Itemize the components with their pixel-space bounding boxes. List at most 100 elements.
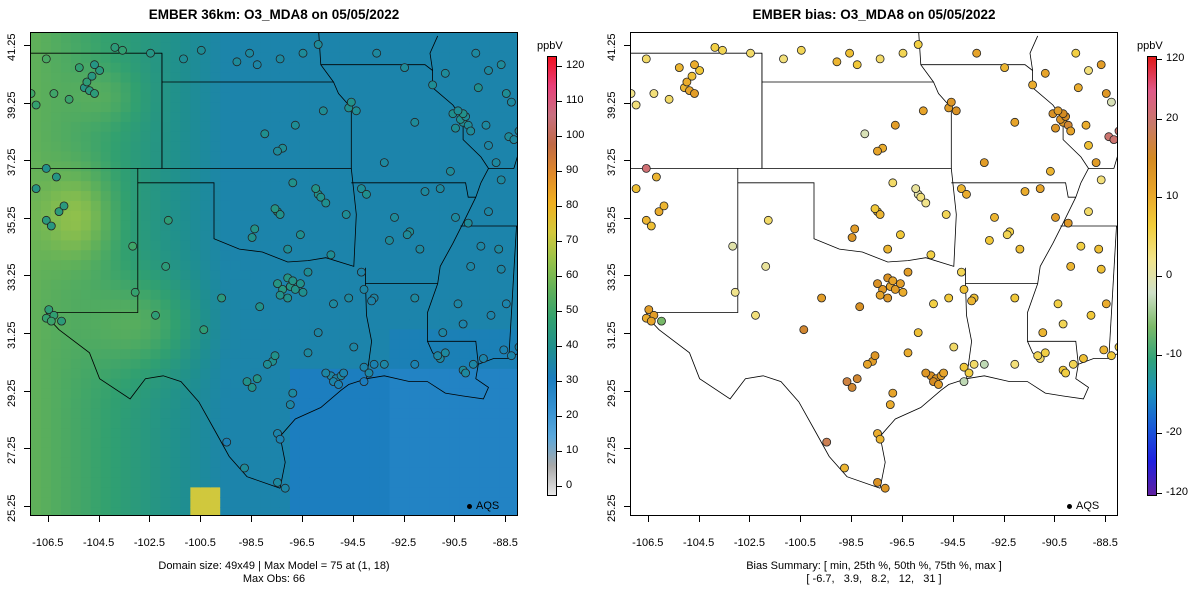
- model-grid-cell: [90, 289, 102, 301]
- model-grid-cell: [60, 82, 72, 93]
- model-grid-cell: [130, 230, 142, 242]
- model-grid-cell: [190, 349, 201, 360]
- model-grid-cell: [40, 289, 52, 301]
- model-grid-cell: [140, 408, 152, 419]
- model-grid-cell: [110, 270, 122, 281]
- aqs-station: [74, 63, 84, 72]
- model-grid-cell: [319, 378, 331, 390]
- model-grid-cell: [309, 33, 321, 44]
- model-grid-cell: [399, 240, 411, 251]
- model-grid-cell: [70, 457, 82, 469]
- model-grid-cell: [399, 457, 411, 469]
- model-grid-cell: [230, 240, 241, 251]
- model-grid-cell: [230, 270, 241, 281]
- model-grid-cell: [100, 270, 112, 281]
- aqs-station: [1078, 354, 1088, 363]
- aqs-station: [654, 207, 664, 217]
- model-grid-cell: [449, 368, 460, 380]
- model-grid-cell: [469, 437, 480, 449]
- model-grid-cell: [110, 299, 122, 311]
- model-grid-cell: [449, 151, 460, 163]
- model-grid-cell: [449, 72, 460, 83]
- model-grid-cell: [459, 270, 470, 281]
- colorbar-tick: [1157, 197, 1162, 199]
- model-grid-cell: [349, 418, 361, 429]
- model-grid-cell: [130, 220, 142, 232]
- model-grid-cell: [309, 477, 321, 488]
- model-grid-cell: [270, 210, 281, 222]
- model-grid-cell: [240, 507, 251, 515]
- model-grid-cell: [150, 250, 162, 261]
- longitude-tick: [1003, 516, 1005, 522]
- model-grid-cell: [349, 358, 361, 370]
- model-grid-cell: [339, 437, 351, 449]
- model-grid-cell: [80, 62, 92, 74]
- model-grid-cell: [260, 289, 271, 301]
- model-grid-cell: [319, 270, 331, 281]
- model-grid-cell: [170, 151, 181, 163]
- model-grid-cell: [190, 467, 201, 479]
- model-grid-cell: [80, 33, 92, 44]
- model-grid-cell: [289, 319, 301, 330]
- model-grid-cell: [230, 151, 241, 163]
- model-grid-cell: [270, 319, 281, 330]
- model-grid-cell: [509, 151, 517, 163]
- model-grid-cell: [90, 151, 102, 163]
- colorbar-tick-label: 60: [566, 269, 579, 281]
- model-grid-cell: [439, 270, 450, 281]
- model-grid-cell: [369, 151, 381, 163]
- model-grid-cell: [260, 92, 271, 103]
- model-grid-cell: [309, 388, 321, 400]
- model-grid-cell: [120, 151, 132, 163]
- aqs-station: [471, 48, 481, 58]
- model-grid-cell: [409, 378, 421, 390]
- model-grid-cell: [399, 378, 411, 390]
- model-grid-cell: [260, 220, 271, 232]
- model-grid-cell: [479, 260, 490, 271]
- model-grid-cell: [319, 319, 331, 330]
- model-grid-cell: [170, 260, 181, 271]
- aqs-station: [949, 342, 959, 352]
- longitude-tick-label: -102.5: [733, 537, 766, 549]
- model-grid-cell: [369, 42, 381, 54]
- model-grid-cell: [220, 270, 231, 281]
- model-grid-cell: [31, 319, 42, 330]
- model-grid-cell: [180, 141, 191, 153]
- aqs-station: [451, 123, 460, 133]
- model-grid-cell: [180, 447, 191, 459]
- model-grid-cell: [150, 358, 162, 370]
- model-grid-cell: [399, 250, 411, 261]
- model-grid-cell: [459, 329, 470, 340]
- model-grid-cell: [329, 191, 341, 202]
- model-grid-cell: [150, 368, 162, 380]
- model-grid-cell: [190, 477, 201, 488]
- model-grid-cell: [339, 309, 351, 321]
- colorbar-tick: [1157, 276, 1162, 277]
- model-grid-cell: [389, 141, 401, 153]
- model-grid-cell: [419, 447, 430, 459]
- aqs-station: [250, 224, 260, 234]
- model-grid-cell: [60, 398, 72, 409]
- model-grid-cell: [270, 368, 281, 380]
- model-grid-cell: [409, 447, 421, 459]
- model-grid-cell: [299, 260, 311, 271]
- model-grid-cell: [210, 62, 221, 74]
- model-grid-cell: [359, 270, 371, 281]
- model-grid-cell: [140, 141, 152, 153]
- aqs-station: [260, 129, 270, 139]
- model-grid-cell: [200, 112, 211, 123]
- colorbar-tick-label: -120: [1166, 486, 1189, 499]
- model-grid-cell: [309, 220, 321, 232]
- model-grid-cell: [289, 447, 301, 459]
- model-grid-cell: [449, 92, 460, 103]
- model-grid-cell: [319, 487, 331, 498]
- model-grid-cell: [399, 309, 411, 321]
- model-grid-cell: [429, 378, 440, 390]
- model-grid-cell: [220, 220, 231, 232]
- model-grid-cell: [449, 191, 460, 202]
- aqs-station: [372, 48, 382, 58]
- model-grid-cell: [210, 200, 221, 212]
- model-grid-cell: [220, 487, 231, 498]
- model-grid-cell: [260, 447, 271, 459]
- model-grid-cell: [379, 102, 391, 113]
